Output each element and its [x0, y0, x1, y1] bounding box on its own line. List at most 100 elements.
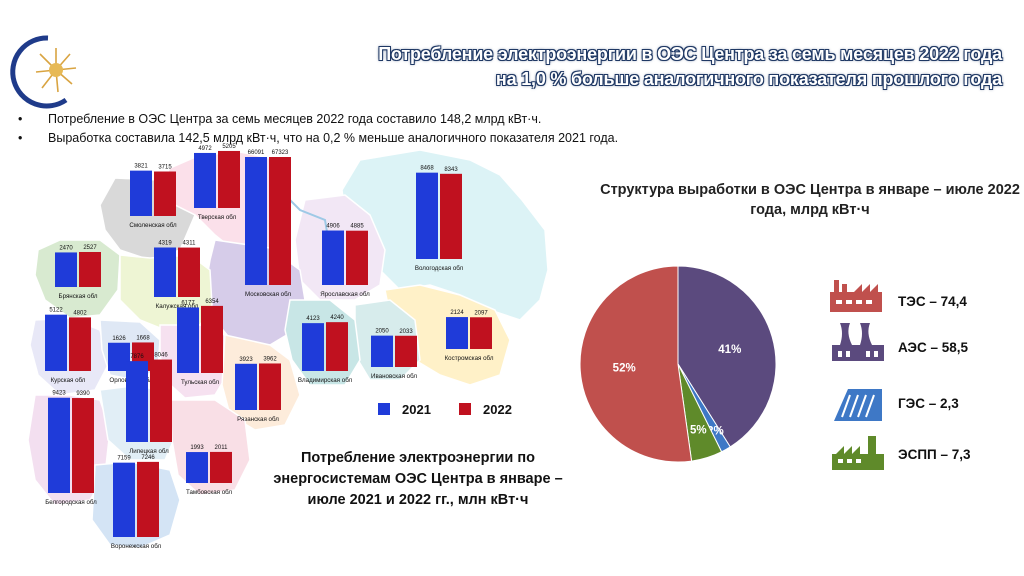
bar-2021: [130, 170, 152, 216]
bar-2021: [446, 317, 468, 349]
region-name-label: Рязанская обл: [237, 416, 279, 423]
bar-2022: [269, 157, 291, 285]
legend-swatch-2022: [459, 403, 471, 415]
pie-slice-label: 5%: [690, 425, 707, 437]
bar-2022: [72, 398, 94, 493]
bar-2021: [113, 462, 135, 537]
ges-icon: [834, 389, 882, 421]
region-bar-group: 7876 8046 Липецкая обл: [126, 353, 172, 455]
region-bar-group: 8468 8343 Вологодская обл: [415, 166, 464, 272]
bar-2022: [79, 251, 101, 287]
region-name-label: Ивановская обл: [371, 373, 417, 380]
bar-2022: [150, 359, 172, 442]
region-name-label: Тверская обл: [198, 214, 237, 221]
value-label-2021: 4972: [198, 146, 212, 152]
region-bar-group: 9423 9390 Белгородская обл: [45, 391, 97, 506]
bar-2022: [218, 150, 240, 208]
value-label-2022: 2011: [215, 445, 229, 451]
region-name-label: Смоленская обл: [129, 222, 177, 229]
bullet-item: • Выработка составила 142,5 млрд кВт·ч, ч…: [18, 129, 618, 148]
bar-2022: [470, 317, 492, 349]
value-label-2022: 6354: [205, 299, 219, 305]
region-bar-group: 4972 5205 Тверская обл: [194, 144, 240, 221]
bar-2022: [440, 173, 462, 259]
tes-icon: [830, 280, 882, 312]
region-bar-group: 4123 4240 Владимирская обл: [298, 315, 353, 384]
company-logo: [10, 35, 77, 109]
value-label-2022: 8046: [154, 353, 168, 359]
value-label-2021: 3923: [239, 357, 253, 363]
region-bar-group: 5122 4802 Курская обл: [45, 308, 91, 384]
bar-2021: [126, 361, 148, 442]
value-label-2022: 4240: [330, 315, 344, 321]
region-name-label: Тульская обл: [181, 379, 219, 386]
bar-2021: [108, 342, 130, 371]
region-name-label: Липецкая обл: [129, 448, 169, 455]
value-label-2021: 4319: [158, 240, 172, 246]
bar-2022: [259, 363, 281, 410]
espp-icon: [832, 436, 884, 470]
region-bar-group: 3923 3962 Рязанская обл: [235, 356, 281, 423]
value-label-2021: 2124: [450, 310, 464, 316]
aes-label: АЭС – 58,5: [898, 340, 969, 355]
region-bar-group: 6177 6354 Тульская обл: [177, 299, 223, 386]
region-bar-group: 1993 2011 Тамбовская обл: [186, 445, 232, 496]
value-label-2022: 3715: [158, 165, 172, 171]
value-label-2021: 1993: [190, 445, 204, 451]
region-name-label: Ярославская обл: [320, 291, 370, 298]
value-label-2021: 5122: [49, 308, 63, 314]
region-bar-group: 4906 4885 Ярославская обл: [320, 224, 370, 298]
region-bar-group: 66091 67323 Московская обл: [245, 150, 291, 298]
value-label-2021: 8468: [420, 166, 434, 172]
region-name-label: Тамбовская обл: [186, 489, 232, 496]
region-name-label: Воронежская обл: [111, 543, 162, 550]
bar-2022: [346, 230, 368, 285]
value-label-2022: 5205: [222, 144, 236, 150]
bar-2021: [302, 323, 324, 371]
bar-2021: [371, 335, 393, 367]
region-name-label: Костромская обл: [445, 355, 494, 362]
legend-2021: 2021: [378, 402, 431, 417]
value-label-2022: 3962: [263, 356, 277, 362]
region-name-label: Брянская обл: [59, 293, 98, 300]
value-label-2021: 9423: [52, 391, 66, 397]
bar-2021: [245, 157, 267, 285]
tes-label: ТЭС – 74,4: [898, 294, 967, 309]
region-name-label: Владимирская обл: [298, 377, 353, 384]
bar-2022: [69, 317, 91, 371]
legend-swatch-2021: [378, 403, 390, 415]
value-label-2022: 4802: [73, 310, 87, 316]
pie-slice: [677, 265, 777, 448]
region-bar-group: 2470 2527 Брянская обл: [55, 245, 101, 300]
bar-2021: [177, 307, 199, 373]
bar-2022: [210, 451, 232, 483]
value-label-2021: 1626: [112, 336, 126, 342]
legend-label-2022: 2022: [483, 402, 512, 417]
region-name-label: Вологодская обл: [415, 265, 464, 272]
pie-slice-label: 52%: [613, 363, 636, 375]
pie-slice-label: 41%: [718, 344, 741, 356]
pie-title: Структура выработки в ОЭС Центра в январ…: [600, 182, 1020, 218]
bullet-dot-icon: •: [18, 131, 23, 145]
value-label-2022: 2097: [474, 310, 488, 316]
bullet-text: Выработка составила 142,5 млрд кВт·ч, чт…: [48, 131, 619, 145]
region-bar-group: 7159 7246 Воронежская обл: [111, 455, 162, 550]
bar-2021: [154, 247, 176, 297]
value-label-2021: 6177: [181, 300, 195, 306]
pie-slice: [579, 265, 693, 463]
value-label-2022: 4885: [350, 224, 364, 230]
bar-2022: [137, 461, 159, 537]
legend-label-2021: 2021: [402, 402, 431, 417]
map-caption: Потребление электроэнергии по энергосист…: [273, 450, 563, 508]
value-label-2021: 2470: [59, 245, 73, 251]
legend-2022: 2022: [459, 402, 512, 417]
bar-2021: [235, 363, 257, 410]
value-label-2022: 8343: [444, 167, 458, 173]
value-label-2022: 7246: [141, 455, 155, 461]
value-label-2021: 2050: [375, 329, 389, 335]
value-label-2021: 66091: [248, 150, 265, 156]
value-label-2021: 3821: [134, 164, 148, 170]
value-label-2021: 4123: [306, 316, 320, 322]
